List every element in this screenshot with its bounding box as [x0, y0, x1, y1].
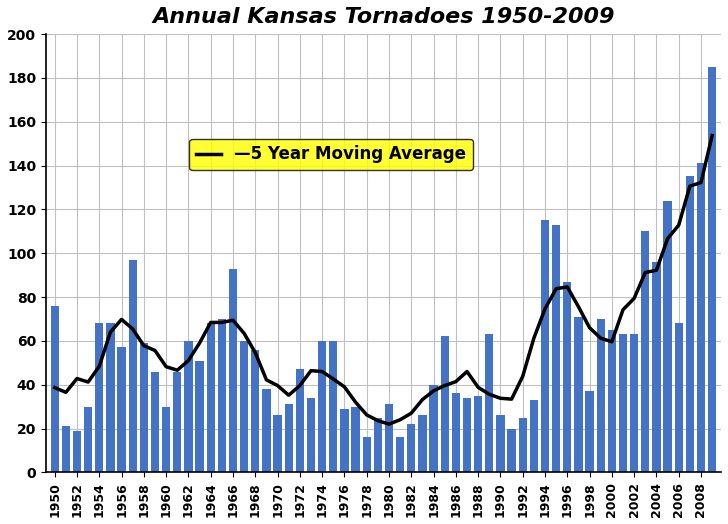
Bar	[530, 400, 538, 472]
Bar	[162, 407, 170, 472]
Bar	[73, 431, 81, 472]
Bar	[440, 336, 449, 472]
Bar	[541, 220, 549, 472]
Bar	[95, 323, 103, 472]
Bar	[419, 416, 427, 472]
Bar	[686, 177, 694, 472]
Bar	[340, 409, 349, 472]
Bar	[184, 341, 193, 472]
Bar	[285, 405, 293, 472]
Bar	[207, 323, 215, 472]
Bar	[641, 231, 649, 472]
Bar	[552, 225, 561, 472]
Bar	[195, 361, 204, 472]
Bar	[373, 418, 382, 472]
Bar	[84, 407, 92, 472]
Bar	[363, 437, 371, 472]
Bar	[50, 306, 59, 472]
Bar	[117, 347, 126, 472]
Bar	[675, 323, 683, 472]
Bar	[240, 341, 248, 472]
Bar	[218, 319, 226, 472]
Bar	[485, 334, 494, 472]
Bar	[630, 334, 638, 472]
Bar	[251, 350, 259, 472]
Bar	[274, 416, 282, 472]
Bar	[62, 427, 70, 472]
Bar	[697, 163, 705, 472]
Bar	[563, 282, 571, 472]
Bar	[585, 391, 594, 472]
Bar	[518, 418, 527, 472]
Bar	[106, 323, 114, 472]
Bar	[329, 341, 338, 472]
Bar	[262, 389, 271, 472]
Bar	[352, 407, 360, 472]
Bar	[574, 316, 582, 472]
Bar	[496, 416, 505, 472]
Bar	[407, 424, 416, 472]
Bar	[619, 334, 628, 472]
Bar	[385, 405, 393, 472]
Bar	[463, 398, 471, 472]
Bar	[430, 385, 438, 472]
Bar	[507, 429, 515, 472]
Bar	[663, 201, 672, 472]
Bar	[708, 67, 716, 472]
Bar	[229, 268, 237, 472]
Bar	[151, 372, 159, 472]
Bar	[596, 319, 605, 472]
Bar	[608, 330, 616, 472]
Bar	[140, 343, 148, 472]
Bar	[296, 369, 304, 472]
Bar	[306, 398, 315, 472]
Bar	[396, 437, 404, 472]
Bar	[652, 262, 660, 472]
Legend: —5 Year Moving Average: —5 Year Moving Average	[189, 139, 473, 170]
Bar	[474, 396, 483, 472]
Bar	[451, 394, 460, 472]
Bar	[318, 341, 326, 472]
Title: Annual Kansas Tornadoes 1950-2009: Annual Kansas Tornadoes 1950-2009	[152, 7, 614, 27]
Bar	[129, 260, 137, 472]
Bar	[173, 372, 181, 472]
